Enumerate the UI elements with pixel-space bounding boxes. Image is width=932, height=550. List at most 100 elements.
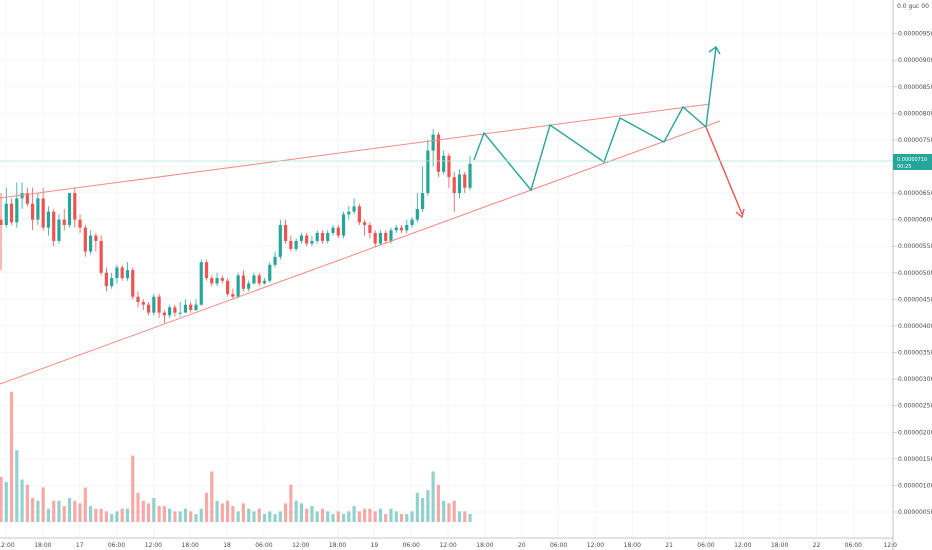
candle-body — [15, 198, 19, 223]
volume-bar — [331, 514, 335, 522]
time-tick-label: 18:00 — [624, 542, 641, 549]
time-tick-label: 12:00 — [292, 542, 309, 549]
volume-bar — [278, 511, 282, 522]
volume-bar — [41, 487, 45, 522]
volume-bar — [57, 500, 61, 522]
candle-body — [331, 227, 335, 233]
time-tick-label: 17 — [76, 542, 84, 549]
candle-body — [25, 193, 29, 204]
volume-bar — [25, 484, 29, 522]
volume-bar — [236, 511, 240, 522]
price-tick-label: 0.00000550 — [898, 243, 932, 250]
price-tick-label: 0.00000300 — [898, 376, 932, 383]
volume-bar — [115, 511, 119, 522]
candle-body — [4, 203, 8, 225]
candle-body — [125, 270, 130, 279]
time-tick-label: 06:00 — [403, 542, 420, 549]
candle-body — [368, 224, 372, 233]
candle-body — [231, 294, 235, 297]
volume-bar — [389, 508, 393, 522]
volume-bar — [463, 511, 467, 522]
candle-body — [36, 198, 40, 220]
candle-body — [341, 214, 346, 236]
candle-body — [110, 278, 114, 287]
candle-body — [73, 193, 77, 220]
grid — [0, 0, 893, 538]
candle-body — [320, 232, 325, 241]
volume-bar — [431, 471, 435, 522]
volume-bar — [0, 476, 3, 522]
price-tick-label: 0.00000600 — [898, 217, 932, 224]
volume-bar — [247, 508, 251, 522]
last-price-label: 0.00000710 — [897, 157, 927, 163]
volume-bar — [178, 511, 182, 522]
candle-body — [457, 174, 462, 194]
candle-body — [268, 264, 272, 281]
candle-body — [399, 227, 404, 231]
candle-body — [41, 198, 45, 228]
volume-bar — [136, 492, 140, 522]
volume-bar — [78, 503, 82, 522]
volume-bar — [173, 511, 177, 522]
down-arrow-icon — [735, 208, 745, 219]
last-price-tag: 0.00000710 00:25 — [893, 154, 932, 170]
candle-body — [257, 275, 261, 284]
volume-bar — [220, 503, 224, 522]
volume-bar — [315, 511, 319, 522]
breakdown-down-path[interactable] — [705, 126, 743, 215]
candle-body — [62, 219, 66, 225]
volume-bar — [215, 500, 219, 522]
candle-body — [194, 304, 198, 311]
volume-bar — [189, 511, 193, 522]
candle-body — [0, 219, 3, 225]
volume-bar — [289, 484, 293, 522]
projected-path-zigzag[interactable] — [473, 105, 707, 192]
wedge-lower-trendline[interactable] — [0, 120, 721, 385]
volume-bar — [94, 508, 98, 522]
candle-body — [9, 203, 14, 223]
candle-body — [210, 278, 214, 284]
volume-bar — [141, 500, 145, 522]
axes — [0, 0, 894, 550]
candle-body — [99, 240, 103, 273]
price-tick-label: 0.00000900 — [898, 57, 932, 64]
volume-bar — [368, 508, 372, 522]
candle-body — [278, 224, 282, 257]
candle-body — [236, 275, 240, 297]
wedge-upper-trendline[interactable] — [0, 103, 711, 199]
candle-body — [357, 206, 361, 223]
volume-bar — [4, 482, 8, 522]
price-tick-label: 0.00000100 — [898, 482, 932, 489]
candle-body — [46, 211, 51, 228]
time-tick-label: 18:00 — [34, 542, 51, 549]
time-tick-label: 22 — [813, 542, 821, 549]
breakout-up-path[interactable] — [705, 46, 717, 128]
time-tick-label: 18:00 — [182, 542, 199, 549]
candle-body — [168, 307, 172, 316]
volume-bar — [104, 511, 108, 522]
volume-bar — [199, 508, 203, 522]
price-tick-label: 0.00000650 — [898, 190, 932, 197]
volume-bar — [52, 500, 56, 522]
up-arrow-icon — [708, 45, 721, 55]
candle-body — [336, 227, 340, 236]
volume-bar — [168, 508, 172, 522]
volume-bar — [384, 514, 388, 522]
candle-body — [294, 240, 298, 249]
volume-bar — [20, 479, 24, 522]
volume-bar — [125, 508, 130, 522]
price-tick-label: 0.00000500 — [898, 270, 932, 277]
volume-bar — [262, 514, 267, 522]
last-price-tag-bg — [893, 154, 932, 170]
volume-bar — [83, 487, 87, 522]
candle-body — [394, 227, 398, 231]
volume-bar — [347, 511, 351, 522]
volume-bar — [415, 492, 419, 522]
candle-body — [183, 304, 188, 313]
candle-body — [347, 211, 351, 215]
time-tick-label: 12:00 — [587, 542, 604, 549]
candle-body — [426, 150, 430, 194]
volume-bar — [378, 508, 383, 522]
price-tick-label: 0.00000950 — [898, 31, 932, 38]
